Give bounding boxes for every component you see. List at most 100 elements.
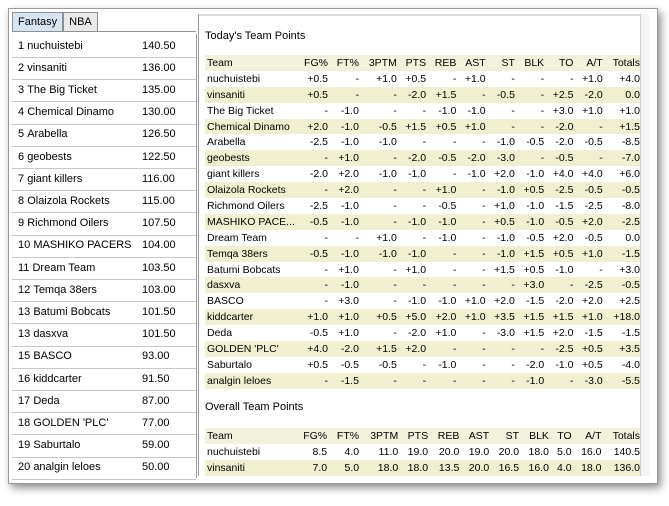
table-row[interactable]: kiddcarter +1.0 +1.0 +0.5 +5.0 +2.0 +1.0 +3.5 +1… (205, 309, 642, 326)
stat-cell: +1.0 (338, 263, 359, 276)
standings-row[interactable]: 20 analgin leloes 50.00 (12, 456, 196, 480)
tab-nba[interactable]: NBA (63, 12, 98, 31)
table-row[interactable]: Olaizola Rockets - +2.0- - +1.0- -1.0 +0.5 -2.5… (205, 182, 642, 199)
column-header[interactable]: ST (491, 428, 522, 444)
column-header[interactable]: BLK (516, 55, 547, 71)
table-row[interactable]: geobests - +1.0- -2.0 -0.5 -2.0 -3.0- -0.5- -7.0 (205, 150, 642, 167)
standings-row[interactable]: 17 Deda 87.00 (12, 389, 196, 414)
column-header[interactable]: PTS (400, 428, 431, 444)
column-header[interactable]: AST (458, 55, 488, 71)
table-row[interactable]: Chemical Dinamo +2.0 -1.0 -0.5 +1.5 +0.5 +1.0-… (205, 118, 642, 135)
standings-row[interactable]: 16 kiddcarter 91.50 (12, 367, 196, 391)
column-header[interactable]: 3PTM (361, 428, 401, 444)
table-row[interactable]: nuchuistebi +0.5- +1.0 +0.5- +1.0- - - +1.0 +4.0 (205, 71, 642, 87)
table-row[interactable]: Dream Team - - +1.0- -1.0- -1.0 -0.5 +2.0 -0.5 0.… (205, 230, 642, 246)
column-header[interactable]: TO (550, 428, 574, 444)
column-header[interactable]: Totals (603, 428, 642, 444)
column-header[interactable]: FT% (329, 55, 361, 71)
table-row[interactable]: vinsaniti +0.5- - -2.0 +1.5- -0.5- +2.5 -2.0 0.0 (205, 86, 642, 103)
table-row[interactable]: BASCO - +3.0- -1.0 -1.0 +1.0 +2.0 -1.5 -2.0 +2.0 +… (205, 293, 642, 309)
stat-cell: +0.5 (546, 245, 576, 262)
column-header[interactable]: Totals (604, 55, 642, 71)
column-header[interactable]: REB (428, 55, 459, 71)
column-header[interactable]: Team (205, 55, 297, 71)
stat-cell: +2.0 (552, 327, 574, 340)
stat-cell: - (296, 277, 330, 294)
stat-cell: -1.0 (408, 168, 427, 181)
column-header[interactable]: FG% (295, 428, 330, 444)
column-header[interactable]: FG% (296, 55, 330, 71)
table-row[interactable]: vinsaniti 7.0 5.0 18.0 18.0 13.5 20.0 16.5 16.0 4… (205, 459, 642, 476)
table-row[interactable]: Temqa 38ers -0.5 -1.0 -1.0 -1.0- - -1.0 +1.5 +0.… (205, 245, 642, 262)
stat-cell: - (324, 104, 328, 117)
standings-row[interactable]: 7 giant killers 116.00 (12, 167, 196, 192)
stat-cell: -1.0 (516, 213, 547, 230)
standings-rank: 10 (18, 239, 31, 252)
table-row[interactable]: Batumi Bobcats - +1.0- +1.0- - +1.5 +0.5 -1.0- +… (205, 262, 642, 278)
standings-row[interactable]: 13 dasxva 101.50 (12, 323, 196, 347)
stat-cell: -0.5 (340, 358, 359, 371)
stat-cell: +2.0 (494, 295, 515, 308)
stat-cell: - (458, 182, 488, 199)
standings-label: 16 kiddcarter (18, 373, 82, 385)
column-header[interactable]: A/T (573, 428, 604, 444)
column-header[interactable]: BLK (521, 428, 551, 444)
standings-row[interactable]: 6 geobests 122.50 (12, 145, 196, 169)
column-header[interactable]: AST (461, 428, 492, 444)
column-header[interactable]: ST (487, 55, 517, 71)
standings-label: 8 Olaizola Rockets (18, 195, 110, 207)
table-row[interactable]: Arabella -2.5 -1.0 -1.0- - - -1.0 -0.5 -2.0 -0.5-… (205, 134, 642, 150)
standings-row[interactable]: 11 Dream Team 103.50 (12, 256, 196, 280)
table-row[interactable]: GOLDEN 'PLC' +4.0 -2.0 +1.5 +2.0- - - - -2.5 +0.5… (205, 341, 642, 357)
standings-rank: 13 (18, 305, 31, 318)
standings-row[interactable]: 13 Batumi Bobcats 101.50 (12, 300, 196, 325)
stat-cell: +1.0 (458, 118, 488, 135)
table-row[interactable]: giant killers -2.0 +2.0 -1.0 -1.0- -1.0 +2.0 -1… (205, 166, 642, 182)
standings-row[interactable]: 2 vinsaniti 136.00 (12, 56, 196, 81)
stat-cell: +2.0 (398, 341, 429, 357)
standings-rank: 6 (18, 150, 25, 163)
standings-row[interactable]: 12 Temqa 38ers 103.00 (12, 278, 196, 303)
column-header[interactable]: A/T (575, 55, 605, 71)
table-row[interactable]: Deda -0.5 +1.0- -2.0 +1.0- -3.0 +1.5 +2.0 -1.5 -1… (205, 325, 642, 341)
table-row[interactable]: Richmond Oilers -2.5 -1.0- - -0.5- +1.0 -1.0 -1… (205, 198, 642, 214)
team-cell: giant killers (207, 168, 260, 181)
column-header[interactable]: Team (205, 428, 295, 444)
team-cell: Deda (207, 327, 233, 340)
standings-list: 1 nuchuistebi 140.50 2 vinsaniti 136.00 3 Th… (12, 34, 197, 480)
standings-row[interactable]: 18 GOLDEN 'PLC' 77.00 (12, 411, 196, 436)
standings-row[interactable]: 19 Saburtalo 59.00 (12, 434, 196, 458)
table-row[interactable]: The Big Ticket - -1.0- - -1.0 -1.0- - +3.0 +1.0 +… (205, 103, 642, 119)
panel-scrollbar[interactable] (640, 14, 649, 476)
standings-row[interactable]: 5 Arabella 126.50 (12, 123, 196, 147)
standings-rank: 3 (18, 83, 25, 96)
standings-row[interactable]: 4 Chemical Dinamo 130.00 (12, 101, 196, 125)
column-header[interactable]: FT% (329, 428, 362, 444)
table-row[interactable]: Saburtalo +0.5 -0.5 -0.5- -1.0- - -2.0 -1.0 +0.5… (205, 357, 642, 373)
stat-cell: -1.0 (408, 295, 427, 308)
standings-row[interactable]: 8 Olaizola Rockets 115.00 (12, 189, 196, 214)
standings-team: GOLDEN 'PLC' (33, 416, 109, 429)
column-header[interactable]: REB (430, 428, 462, 444)
stat-cell: -3.0 (496, 327, 515, 340)
stat-cell: -1.0 (496, 231, 515, 244)
stat-cell: -1.5 (555, 199, 574, 212)
standings-row[interactable]: 3 The Big Ticket 135.00 (12, 78, 196, 103)
column-header[interactable]: TO (546, 55, 576, 71)
tab-fantasy[interactable]: Fantasy (12, 12, 64, 32)
stat-cell: 20.0 (498, 445, 520, 458)
team-cell: geobests (205, 150, 297, 167)
table-row[interactable]: nuchuistebi 8.5 4.0 11.0 19.0 20.0 19.0 20.0 18.… (205, 444, 642, 460)
standings-row[interactable]: 10 MASHIKO PACERS 104.00 (12, 234, 196, 258)
table-row[interactable]: analgin leloes - -1.5- - - - - -1.0- -3.0 -5.5 (205, 372, 642, 389)
stat-cell: - (324, 263, 328, 276)
table-row[interactable]: MASHIKO PACE... -0.5 -1.0- -1.0 -1.0- +0.5 -1.… (205, 213, 642, 230)
standings-team: Dream Team (32, 261, 96, 274)
stat-cell: +0.5 (296, 86, 330, 103)
standings-row[interactable]: 9 Richmond Oilers 107.50 (12, 212, 196, 236)
column-header[interactable]: 3PTM (360, 55, 399, 71)
column-header[interactable]: PTS (398, 55, 429, 71)
standings-row[interactable]: 15 BASCO 93.00 (12, 345, 196, 369)
table-row[interactable]: dasxva - -1.0- - - - - +3.0- -2.5 -0.5 (205, 277, 642, 294)
standings-row[interactable]: 1 nuchuistebi 140.50 (12, 34, 196, 58)
